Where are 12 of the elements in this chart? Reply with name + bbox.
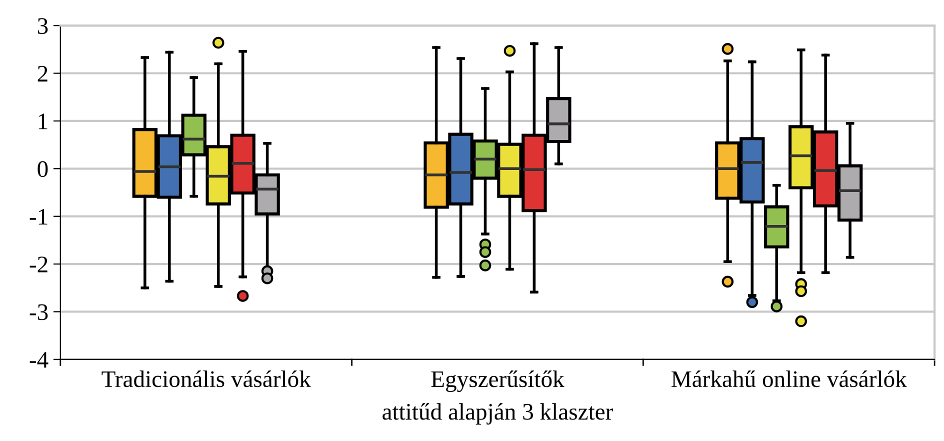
y-tick-label: -3: [30, 304, 48, 320]
x-tick-label: Tradicionális vásárlók: [102, 370, 311, 388]
y-tick-label: 2: [38, 66, 48, 82]
y-tick-label: -1: [30, 208, 48, 225]
y-tick-label: -2: [30, 256, 48, 272]
x-axis-title: attitűd alapján 3 klaszter: [382, 403, 613, 425]
y-tick-label: 0: [38, 161, 48, 178]
y-tick-label: -4: [30, 352, 48, 368]
x-tick-label: Egyszerűsítők: [431, 370, 564, 392]
x-tick-label: Márkahű online vásárlók: [672, 370, 907, 388]
y-tick-label: 3: [38, 18, 48, 34]
y-tick-label: 1: [38, 114, 48, 130]
